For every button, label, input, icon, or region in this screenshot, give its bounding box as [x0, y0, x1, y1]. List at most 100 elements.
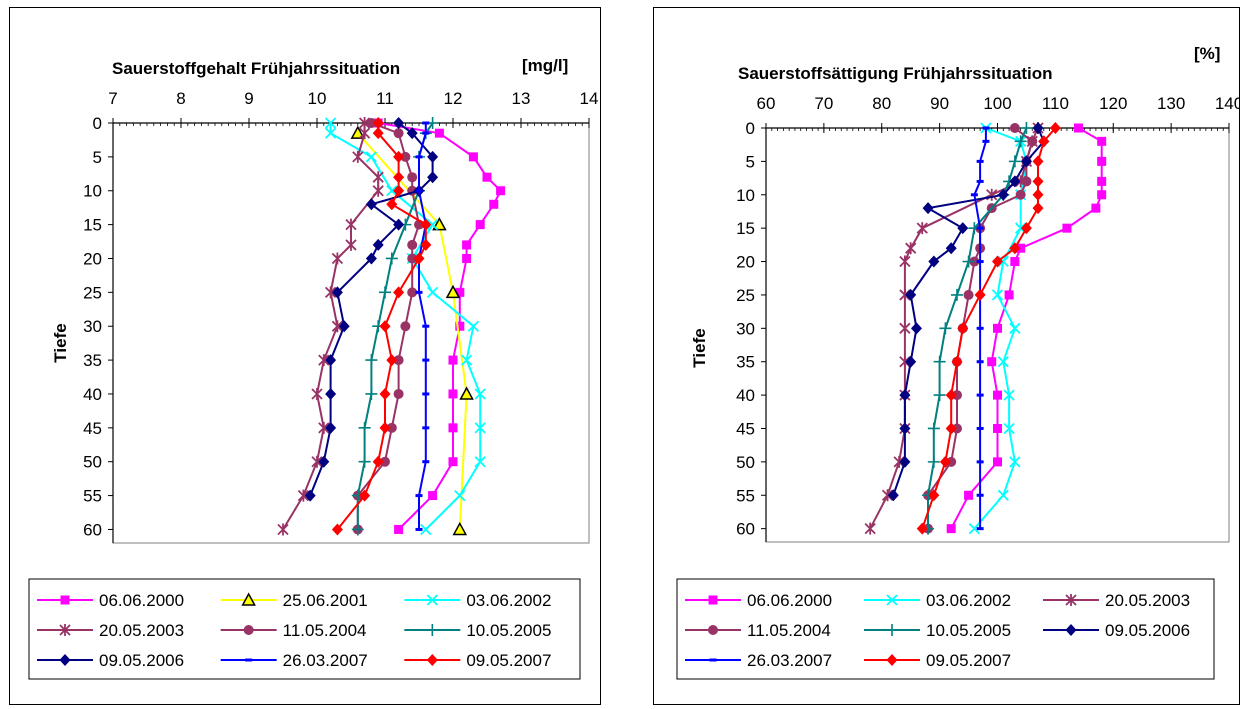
data-point	[365, 198, 377, 211]
data-point	[905, 242, 917, 255]
data-point	[358, 127, 371, 140]
y-tick-label: 25	[736, 286, 755, 305]
data-point	[945, 422, 957, 435]
data-point	[467, 320, 480, 332]
y-axis-label: Tiefe	[690, 328, 709, 367]
series-26-03-2007	[970, 126, 990, 531]
data-point	[1021, 176, 1032, 187]
y-tick-label: 60	[736, 520, 755, 539]
data-point	[893, 455, 905, 468]
data-point	[991, 289, 1004, 301]
data-point	[338, 320, 350, 333]
legend-swatch-marker	[59, 654, 71, 666]
data-point	[1009, 242, 1021, 255]
data-point	[297, 489, 310, 502]
chart-panel-left: Sauerstoffgehalt Frühjahrssituation [mg/…	[9, 7, 601, 705]
data-point	[331, 286, 343, 299]
legend-label: 09.05.2006	[99, 651, 184, 670]
legend-item: 26.03.2007	[685, 651, 832, 670]
y-tick-label: 50	[736, 453, 755, 472]
data-point	[1016, 243, 1026, 253]
data-point	[992, 255, 1003, 268]
data-point	[386, 354, 398, 367]
x-tick-label: 12	[444, 89, 463, 108]
y-tick-label: 45	[736, 419, 755, 438]
data-point	[455, 287, 465, 297]
y-tick-label: 10	[736, 186, 755, 205]
data-point	[407, 253, 418, 264]
series-06-06-2000	[946, 123, 1107, 534]
data-point	[448, 423, 458, 433]
chart-panel-right: Sauerstoffsättigung Frühjahrssituation […	[653, 7, 1243, 705]
data-point	[324, 286, 337, 299]
legend-box	[28, 578, 581, 680]
data-point	[459, 386, 474, 400]
data-point	[997, 255, 1009, 268]
data-point	[393, 388, 404, 399]
data-point	[474, 422, 486, 434]
data-point	[1003, 422, 1015, 435]
data-point	[393, 117, 405, 129]
data-point	[887, 489, 899, 502]
data-point	[365, 354, 378, 367]
data-point	[905, 288, 917, 301]
data-point	[951, 423, 962, 434]
data-point	[448, 355, 458, 365]
data-point	[899, 389, 911, 402]
legend-label: 03.06.2002	[466, 591, 551, 610]
data-point	[427, 171, 439, 184]
x-tick-label: 8	[176, 89, 185, 108]
data-point	[927, 455, 940, 468]
legend-label: 26.03.2007	[283, 651, 368, 670]
x-tick-label: 9	[244, 89, 253, 108]
data-point	[1027, 136, 1038, 147]
series-09-05-2007	[331, 117, 432, 536]
legend-label: 09.05.2006	[1105, 621, 1190, 640]
data-point	[1097, 190, 1107, 200]
data-point	[462, 253, 472, 263]
oxygen-saturation-chart: Sauerstoffsättigung Frühjahrssituation […	[676, 44, 1243, 680]
data-point	[951, 390, 962, 401]
legend-item: 10.05.2005	[864, 621, 1011, 640]
plot-area	[765, 127, 1230, 543]
data-point	[386, 422, 397, 433]
data-point	[962, 255, 975, 268]
legend-label: 03.06.2002	[926, 591, 1011, 610]
data-point	[427, 150, 439, 163]
data-point	[1009, 175, 1021, 188]
data-point	[997, 356, 1009, 368]
legend-swatch-marker	[426, 594, 438, 606]
data-point	[1097, 136, 1107, 146]
data-point	[448, 457, 458, 467]
y-tick-label: 30	[736, 319, 755, 338]
data-point	[864, 522, 876, 535]
data-point	[468, 152, 478, 162]
legend-label: 10.05.2005	[466, 621, 551, 640]
data-point	[325, 387, 337, 400]
legend-item: 10.05.2005	[404, 621, 551, 640]
data-point	[304, 489, 316, 502]
data-point	[324, 127, 337, 139]
data-point	[489, 199, 499, 209]
x-tick-label: 13	[512, 89, 531, 108]
x-tick-label: 120	[1099, 94, 1127, 113]
data-point	[1004, 290, 1014, 300]
data-point	[420, 523, 432, 536]
legend-label: 09.05.2007	[466, 651, 551, 670]
data-point	[331, 252, 344, 265]
data-point	[986, 188, 998, 201]
data-point	[420, 238, 432, 251]
legend-swatch-marker	[243, 625, 254, 635]
legend-label: 10.05.2005	[926, 621, 1011, 640]
y-tick-label: 0	[746, 119, 755, 138]
legend-swatch-marker	[708, 595, 718, 605]
data-point	[1097, 156, 1107, 166]
data-point	[1074, 123, 1084, 133]
legend-item: 03.06.2002	[404, 591, 551, 610]
legend-swatch-marker	[426, 654, 438, 666]
data-point	[974, 288, 986, 301]
legend-label: 11.05.2004	[747, 621, 831, 640]
legend-swatch-marker	[1065, 624, 1077, 636]
data-point	[393, 286, 405, 299]
data-point	[997, 489, 1009, 501]
